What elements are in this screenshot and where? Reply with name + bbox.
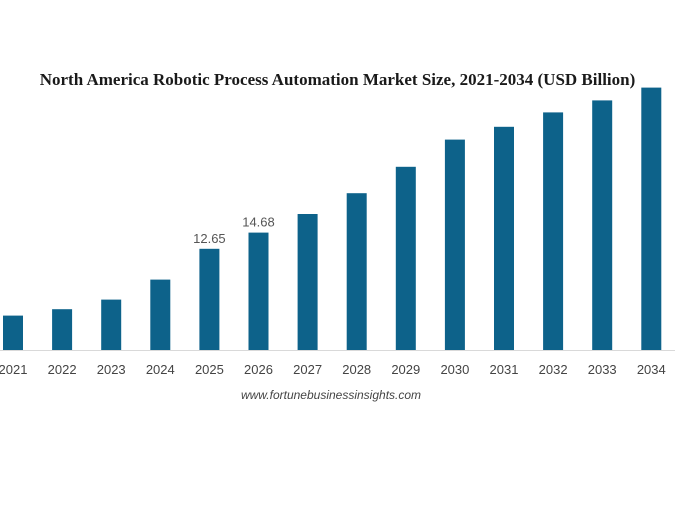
data-labels: 12.65 14.68 [193,215,275,246]
bar-2029 [395,166,416,350]
bar-2023 [101,299,122,350]
data-label-2025: 12.65 [193,231,226,246]
x-tick-label-2032: 2032 [539,362,568,377]
bar-2024 [150,279,171,350]
x-tick-label-2026: 2026 [244,362,273,377]
x-tick-label-2024: 2024 [146,362,175,377]
bar-2025 [199,248,220,350]
x-tick-label-2030: 2030 [440,362,469,377]
bar-2031 [494,126,514,350]
data-label-2026: 14.68 [242,215,275,230]
bar-2022 [52,309,73,350]
source-credit: www.fortunebusinessinsights.com [240,388,422,402]
x-tick-label-2028: 2028 [342,362,371,377]
x-tick-labels: 2021 2022 2023 2024 2025 2026 2027 2028 2029 2030… [0,362,666,377]
bar-2027 [297,214,318,350]
x-tick-label-2029: 2029 [391,362,420,377]
bar-2021 [3,315,23,350]
x-tick-label-2025: 2025 [195,362,224,377]
x-tick-label-2027: 2027 [293,362,322,377]
bars-layer [3,87,662,351]
bar-2028 [346,193,367,350]
bar-2033 [592,100,613,351]
bar-2026 [248,232,269,350]
x-tick-label-2033: 2033 [588,362,617,377]
x-tick-label-2021: 2021 [0,362,27,377]
x-tick-label-2022: 2022 [48,362,77,377]
x-tick-label-2031: 2031 [490,362,519,377]
chart-title: North America Robotic Process Automation… [39,70,636,89]
x-tick-label-2023: 2023 [97,362,126,377]
bar-2034 [641,87,662,350]
x-tick-label-2034: 2034 [637,362,666,377]
bar-2032 [543,112,564,351]
bar-2030 [444,139,465,350]
